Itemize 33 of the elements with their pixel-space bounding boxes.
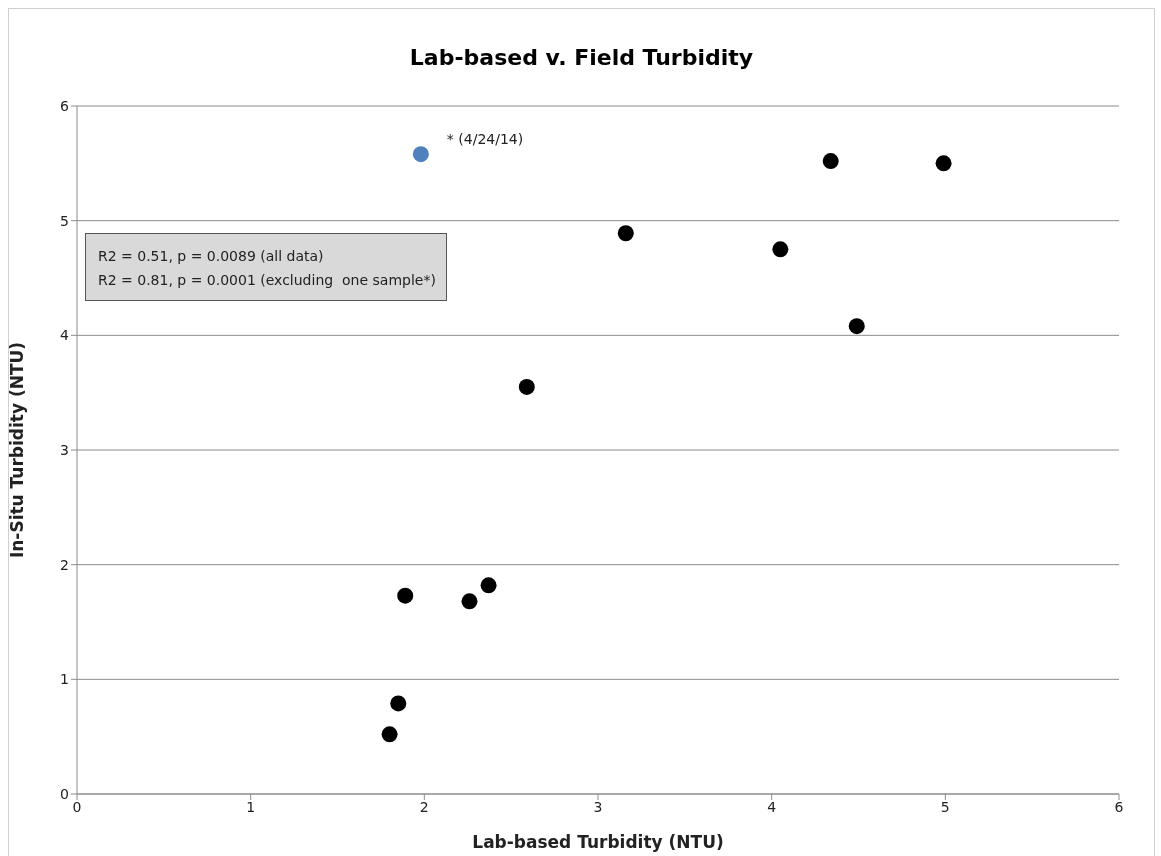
x-tick-label: 3 xyxy=(593,798,603,815)
y-tick-label: 0 xyxy=(60,785,69,802)
point xyxy=(617,225,634,242)
chart-title: Lab-based v. Field Turbidity xyxy=(408,45,755,70)
point xyxy=(381,726,398,743)
point xyxy=(822,153,839,170)
annotation: * (4/24/14) xyxy=(446,131,524,148)
stats-note-box: R2 = 0.51, p = 0.0089 (all data) R2 = 0.81, p = 0.0001 (excluding one sample*) xyxy=(85,233,447,301)
x-tick-label: 2 xyxy=(419,798,429,815)
x-tick-label: 1 xyxy=(246,798,256,815)
y-tick-label: 3 xyxy=(60,441,69,458)
x-tick-label: 6 xyxy=(1114,798,1124,815)
point xyxy=(390,695,407,712)
y-axis-title: In-Situ Turbidity (NTU) xyxy=(7,341,28,559)
x-tick-label: 0 xyxy=(72,798,82,815)
y-tick-label: 5 xyxy=(60,212,69,229)
x-tick-label: 5 xyxy=(940,798,950,815)
point xyxy=(480,577,497,594)
point xyxy=(397,587,414,604)
x-axis-title: Lab-based Turbidity (NTU) xyxy=(472,832,724,852)
y-tick-label: 6 xyxy=(60,97,70,114)
x-tick-label: 4 xyxy=(767,798,777,815)
y-tick-label: 2 xyxy=(60,556,69,573)
point xyxy=(848,318,865,335)
point xyxy=(772,241,789,258)
point xyxy=(461,593,478,610)
y-tick-label: 4 xyxy=(60,327,70,344)
annotation: R2 = 0.51, p = 0.0089 (all data) xyxy=(98,247,325,266)
point xyxy=(935,155,952,172)
point xyxy=(518,378,535,395)
y-tick-label: 1 xyxy=(60,671,69,688)
annotation: R2 = 0.81, p = 0.0001 (excluding one sample*) xyxy=(98,271,436,290)
point xyxy=(412,146,429,163)
